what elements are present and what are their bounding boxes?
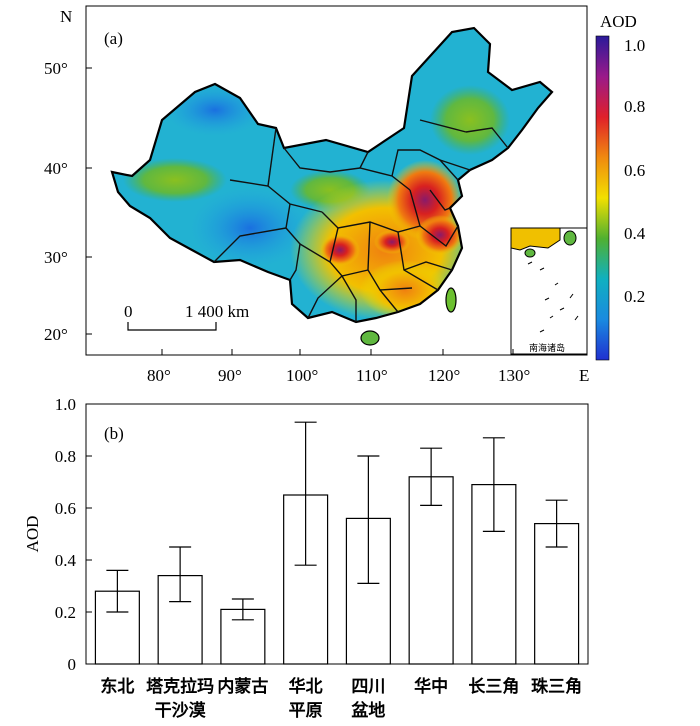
inset-label: 南海诸岛 bbox=[529, 342, 565, 354]
bar bbox=[408, 476, 454, 665]
province-borders bbox=[213, 119, 509, 322]
x-category-label: 内蒙古 bbox=[217, 676, 268, 697]
colorbar-tick: 0.4 bbox=[624, 224, 646, 243]
colorbar-tick: 0.8 bbox=[624, 97, 645, 116]
lon-tick-label: 110° bbox=[356, 366, 388, 385]
x-category-label: 东北 bbox=[100, 676, 134, 697]
lon-tick-label: 100° bbox=[286, 366, 318, 385]
east-label: E bbox=[579, 366, 589, 385]
map-axes: N E (a) 50° 40° 30° 20° 80° 90° 100° 110… bbox=[44, 7, 589, 385]
x-category-label: 塔克拉玛 bbox=[146, 676, 214, 697]
lon-tick-label: 90° bbox=[218, 366, 242, 385]
error-bar bbox=[357, 455, 380, 585]
north-label: N bbox=[60, 7, 72, 26]
x-category-label-line2: 干沙漠 bbox=[155, 700, 207, 721]
taiwan-island bbox=[445, 287, 457, 313]
colorbar-tick: 1.0 bbox=[624, 36, 645, 55]
error-bar bbox=[169, 546, 192, 603]
bar-plot-frame bbox=[85, 403, 589, 665]
x-category-label: 华北 bbox=[289, 676, 323, 697]
error-bar bbox=[106, 569, 129, 613]
y-tick-label: 0.8 bbox=[55, 447, 76, 466]
error-bar bbox=[231, 598, 254, 621]
error-bar bbox=[420, 447, 443, 506]
panel-a: 南海诸岛 N E (a) 50° 40° 30° 20° 80° 90° 100… bbox=[44, 5, 646, 385]
x-category-label: 四川 bbox=[351, 677, 385, 697]
lon-tick-label: 120° bbox=[428, 366, 460, 385]
colorbar-title: AOD bbox=[600, 12, 637, 31]
x-category-label-line2: 盆地 bbox=[350, 700, 385, 721]
x-category-label: 长三角 bbox=[468, 676, 519, 697]
scale-text: 1 400 km bbox=[185, 302, 249, 321]
lon-tick-label: 130° bbox=[498, 366, 530, 385]
panel-a-label: (a) bbox=[104, 29, 123, 48]
y-tick-label: 0.2 bbox=[55, 603, 76, 622]
scale-zero: 0 bbox=[124, 302, 133, 321]
colorbar-tick: 0.2 bbox=[624, 287, 645, 306]
y-tick-label: 0 bbox=[68, 655, 77, 674]
lat-tick-label: 50° bbox=[44, 59, 68, 78]
lat-tick-label: 30° bbox=[44, 248, 68, 267]
y-axis-ticks: 0 0.2 0.4 0.6 0.8 1.0 bbox=[55, 395, 92, 674]
lat-tick-label: 40° bbox=[44, 159, 68, 178]
scale-bar: 0 1 400 km bbox=[124, 302, 249, 331]
x-category-label-line2: 平原 bbox=[289, 701, 323, 721]
lat-tick-label: 20° bbox=[44, 325, 68, 344]
panel-b-label: (b) bbox=[104, 424, 124, 443]
colorbar: AOD 1.0 0.8 0.6 0.4 0.2 bbox=[595, 12, 646, 361]
south-china-sea-inset: 南海诸岛 bbox=[510, 227, 588, 355]
y-tick-label: 0.6 bbox=[55, 499, 76, 518]
x-category-label: 珠三角 bbox=[531, 676, 582, 697]
error-bar bbox=[294, 421, 317, 566]
y-tick-label: 0.4 bbox=[55, 551, 77, 570]
colorbar-ramp bbox=[595, 35, 610, 361]
colorbar-tick: 0.6 bbox=[624, 161, 645, 180]
y-axis-label: AOD bbox=[23, 516, 42, 553]
hainan-island bbox=[360, 330, 380, 346]
bars bbox=[94, 421, 580, 665]
lon-tick-label: 80° bbox=[147, 366, 171, 385]
x-category-label: 华中 bbox=[414, 676, 448, 697]
error-bar bbox=[482, 437, 505, 533]
error-bar bbox=[545, 499, 568, 548]
y-tick-label: 1.0 bbox=[55, 395, 76, 414]
